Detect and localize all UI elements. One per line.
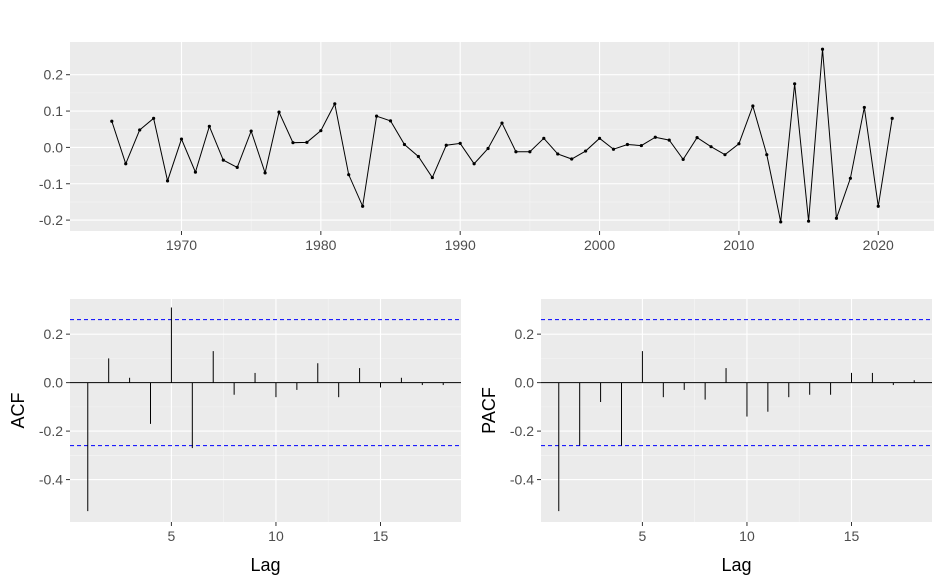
data-point	[597, 136, 602, 140]
data-point	[681, 157, 685, 161]
y-tick-label: -0.4	[510, 472, 534, 488]
data-point	[695, 135, 699, 140]
y-tick-label: -0.2	[510, 423, 534, 439]
data-point	[639, 143, 643, 148]
x-axis-title: Lag	[250, 555, 280, 575]
x-tick-label: 2020	[863, 237, 894, 253]
y-tick-label: 0.2	[44, 326, 64, 342]
x-tick-label: 5	[168, 528, 176, 544]
time-series-panel: 1970 1980 1990 2000 2010 2020 -0.2 -0.1 0.0 0.1 0.…	[39, 42, 934, 253]
data-point	[667, 138, 671, 142]
y-tick-label: 0.0	[44, 139, 64, 155]
data-point	[862, 105, 866, 110]
data-point	[124, 162, 128, 166]
data-point	[751, 104, 755, 108]
acf-panel: 5 10 15 -0.4 -0.2 0.0 0.2 Lag ACF	[8, 299, 461, 575]
data-point	[402, 142, 407, 147]
data-point	[584, 149, 588, 153]
data-point	[235, 165, 239, 169]
x-tick-label: 1970	[166, 237, 197, 253]
data-point	[263, 171, 267, 175]
data-point	[876, 204, 880, 208]
x-tick-label: 10	[268, 528, 284, 544]
data-point	[179, 137, 184, 141]
data-point	[820, 47, 825, 51]
pacf-panel: 5 10 15 -0.4 -0.2 0.0 0.2 Lag PACF	[479, 299, 932, 575]
x-tick-label: 15	[844, 528, 860, 544]
data-point	[542, 136, 546, 140]
data-point	[305, 140, 309, 144]
data-point	[444, 143, 448, 147]
y-tick-label: -0.2	[39, 423, 63, 439]
data-point	[347, 173, 351, 177]
data-point	[472, 162, 476, 166]
data-point	[416, 154, 420, 159]
data-point	[653, 135, 657, 139]
x-tick-label: 1990	[445, 237, 476, 253]
data-point	[361, 204, 365, 208]
data-point	[806, 219, 811, 223]
panel-background	[541, 299, 932, 522]
data-point	[319, 129, 323, 133]
y-tick-label: 0.0	[44, 375, 64, 391]
data-point	[611, 147, 616, 151]
data-point	[110, 119, 114, 123]
y-tick-label: 0.2	[515, 326, 535, 342]
data-point	[890, 116, 894, 120]
x-tick-label: 2010	[723, 237, 754, 253]
x-tick-label: 2000	[584, 237, 615, 253]
data-point	[152, 116, 156, 120]
data-point	[500, 121, 504, 125]
y-tick-label: 0.1	[44, 103, 64, 119]
panel-background	[70, 299, 461, 522]
panel-background	[70, 42, 934, 231]
x-tick-label: 1980	[305, 237, 336, 253]
data-point	[221, 158, 225, 162]
data-point	[625, 142, 630, 147]
data-point	[514, 150, 518, 154]
data-point	[528, 150, 532, 154]
data-point	[765, 153, 769, 157]
data-point	[848, 176, 852, 180]
x-tick-label: 10	[739, 528, 755, 544]
data-point	[430, 175, 434, 180]
data-point	[779, 220, 783, 224]
y-axis-title: ACF	[8, 392, 28, 428]
data-point	[486, 146, 490, 151]
data-point	[374, 114, 379, 118]
data-point	[165, 179, 170, 183]
data-point	[793, 82, 797, 86]
y-tick-label: 0.0	[515, 375, 535, 391]
data-point	[723, 153, 727, 157]
data-point	[291, 141, 295, 145]
y-tick-label: -0.2	[39, 212, 63, 228]
data-point	[388, 119, 393, 123]
y-tick-label: 0.2	[44, 67, 64, 83]
data-point	[277, 110, 281, 114]
data-point	[458, 141, 462, 146]
data-point	[570, 157, 574, 161]
data-point	[207, 124, 211, 128]
data-point	[834, 216, 839, 220]
data-point	[193, 170, 198, 174]
x-axis-title: Lag	[721, 555, 751, 575]
data-point	[249, 129, 253, 133]
x-tick-label: 15	[373, 528, 389, 544]
data-point	[333, 102, 337, 106]
y-tick-label: -0.4	[39, 472, 63, 488]
data-point	[138, 128, 142, 132]
y-axis-title: PACF	[479, 387, 499, 434]
data-point	[556, 152, 560, 156]
y-tick-label: -0.1	[39, 176, 63, 192]
data-point	[709, 145, 713, 149]
x-tick-label: 5	[639, 528, 647, 544]
data-point	[737, 142, 741, 146]
